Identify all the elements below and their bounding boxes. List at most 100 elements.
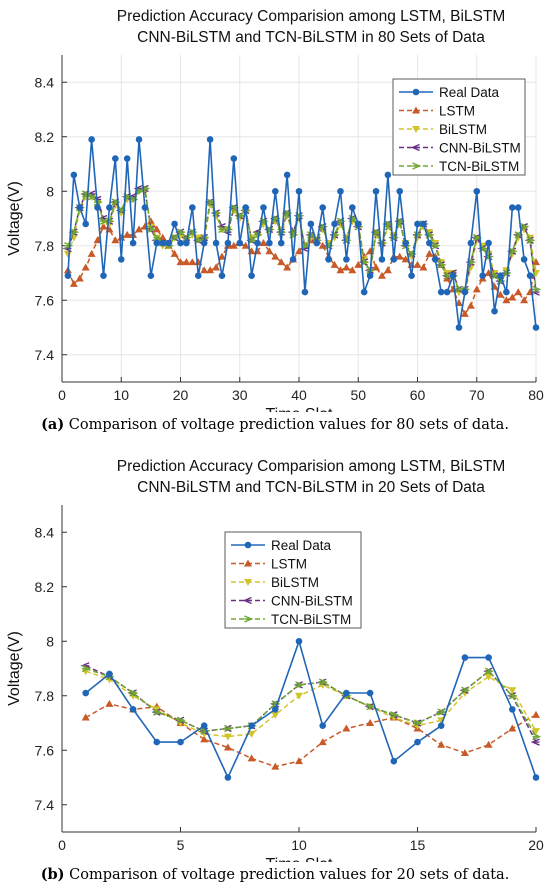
data-point-real [206,136,214,143]
data-point-real [266,239,273,247]
data-point-tcn [366,703,376,711]
x-tick-label: 10 [291,837,307,853]
data-point-real [384,171,392,179]
y-axis-label: Voltage(V) [6,181,23,256]
figure-caption-b: (b) Comparison of voltage prediction val… [0,866,550,883]
data-point-tcn [532,285,542,293]
data-point-real [497,272,504,280]
series-line-cnn [85,665,537,743]
data-point-lstm [229,241,238,249]
caption-text: Comparison of voltage prediction values … [64,867,510,883]
data-point-real [106,204,113,211]
data-point-lstm [81,263,90,271]
data-point-real [378,256,386,263]
y-tick-label: 7.6 [35,292,55,308]
data-point-bilstm [508,687,517,695]
data-point-real [236,239,244,247]
data-point-bilstm [383,223,392,231]
data-point-real [532,324,540,331]
data-point-lstm [295,247,303,255]
data-point-real [420,220,427,228]
data-point-real [437,722,445,730]
data-point-real [153,239,161,247]
legend-marker-lstm [412,106,420,114]
data-point-real [141,204,149,211]
data-point-lstm [188,258,197,266]
data-point-bilstm [271,711,280,719]
y-tick-label: 7.8 [35,238,55,254]
data-point-real [248,722,255,730]
data-point-bilstm [484,673,493,681]
data-point-bilstm [389,714,398,722]
data-point-lstm [111,236,120,244]
caption-label: (a) [41,416,65,433]
data-point-lstm [532,258,540,266]
legend-label-bilstm: BiLSTM [439,122,487,137]
data-point-real [372,187,380,195]
data-point-real [64,272,72,280]
data-point-lstm [253,247,262,255]
data-point-real [313,239,321,247]
data-point-real [520,256,528,263]
data-point-tcn [253,231,263,239]
data-point-real [112,155,119,162]
data-point-real [509,204,516,211]
series-lstm [81,699,540,770]
data-point-lstm [99,222,108,230]
data-point-tcn [182,233,192,242]
data-point-real [503,288,510,296]
data-point-tcn [390,711,400,719]
legend-label-real: Real Data [271,538,332,553]
figure-a: Prediction Accuracy Comparision among LS… [0,0,550,445]
chart-title-line-2: CNN-BiLSTM and TCN-BiLSTM in 80 Sets of … [137,29,485,46]
data-point-real [532,774,540,781]
legend-marker-lstm [244,559,252,567]
data-point-real [307,220,315,228]
legend: Real Data LSTM BiLSTM CNN-BiLSTM TCN-BiLSTM [392,78,526,176]
data-point-tcn [520,223,530,231]
data-point-real [514,204,522,211]
data-point-lstm [383,266,392,274]
data-point-lstm [212,263,221,271]
data-point-lstm [93,236,102,244]
data-point-real [349,204,356,211]
data-point-real [177,738,184,746]
data-point-real [390,757,398,765]
legend-marker-cnn [410,143,420,152]
data-point-bilstm [247,730,256,738]
data-point-lstm [484,740,493,748]
data-point-real [331,220,338,228]
data-point-lstm [176,258,185,266]
x-tick-label: 10 [113,387,129,403]
data-point-tcn [153,233,163,242]
series-line-bilstm [85,670,537,738]
legend-label-tcn: TCN-BiLSTM [439,159,519,174]
data-point-lstm [223,743,232,751]
data-point-tcn [508,692,518,700]
x-tick-label: 60 [410,387,426,403]
data-point-real [200,722,208,730]
legend-marker-bilstm [412,126,420,133]
data-point-tcn [87,193,97,201]
data-point-real [224,774,232,781]
data-point-tcn [437,261,447,269]
data-point-real [402,239,409,247]
chart-title-line-1: Prediction Accuracy Comparision among LS… [117,8,506,25]
data-point-lstm [81,713,90,721]
y-tick-label: 7.4 [35,347,55,363]
data-point-real [212,239,220,247]
legend-label-tcn: TCN-BiLSTM [271,612,351,627]
data-point-real [277,239,285,247]
data-point-real [76,204,84,211]
data-point-bilstm [413,722,422,730]
data-point-real [218,272,226,280]
figure-caption-a: (a) Comparison of voltage prediction val… [0,416,550,433]
y-tick-label: 8.2 [35,129,55,145]
data-point-lstm [170,249,179,257]
data-point-real [224,239,232,247]
chart-title-line-2: CNN-BiLSTM and TCN-BiLSTM in 20 Sets of … [137,479,485,496]
data-point-real [194,272,202,280]
series-line-real [85,638,537,780]
series-bilstm [81,668,540,741]
data-point-real [70,171,78,179]
